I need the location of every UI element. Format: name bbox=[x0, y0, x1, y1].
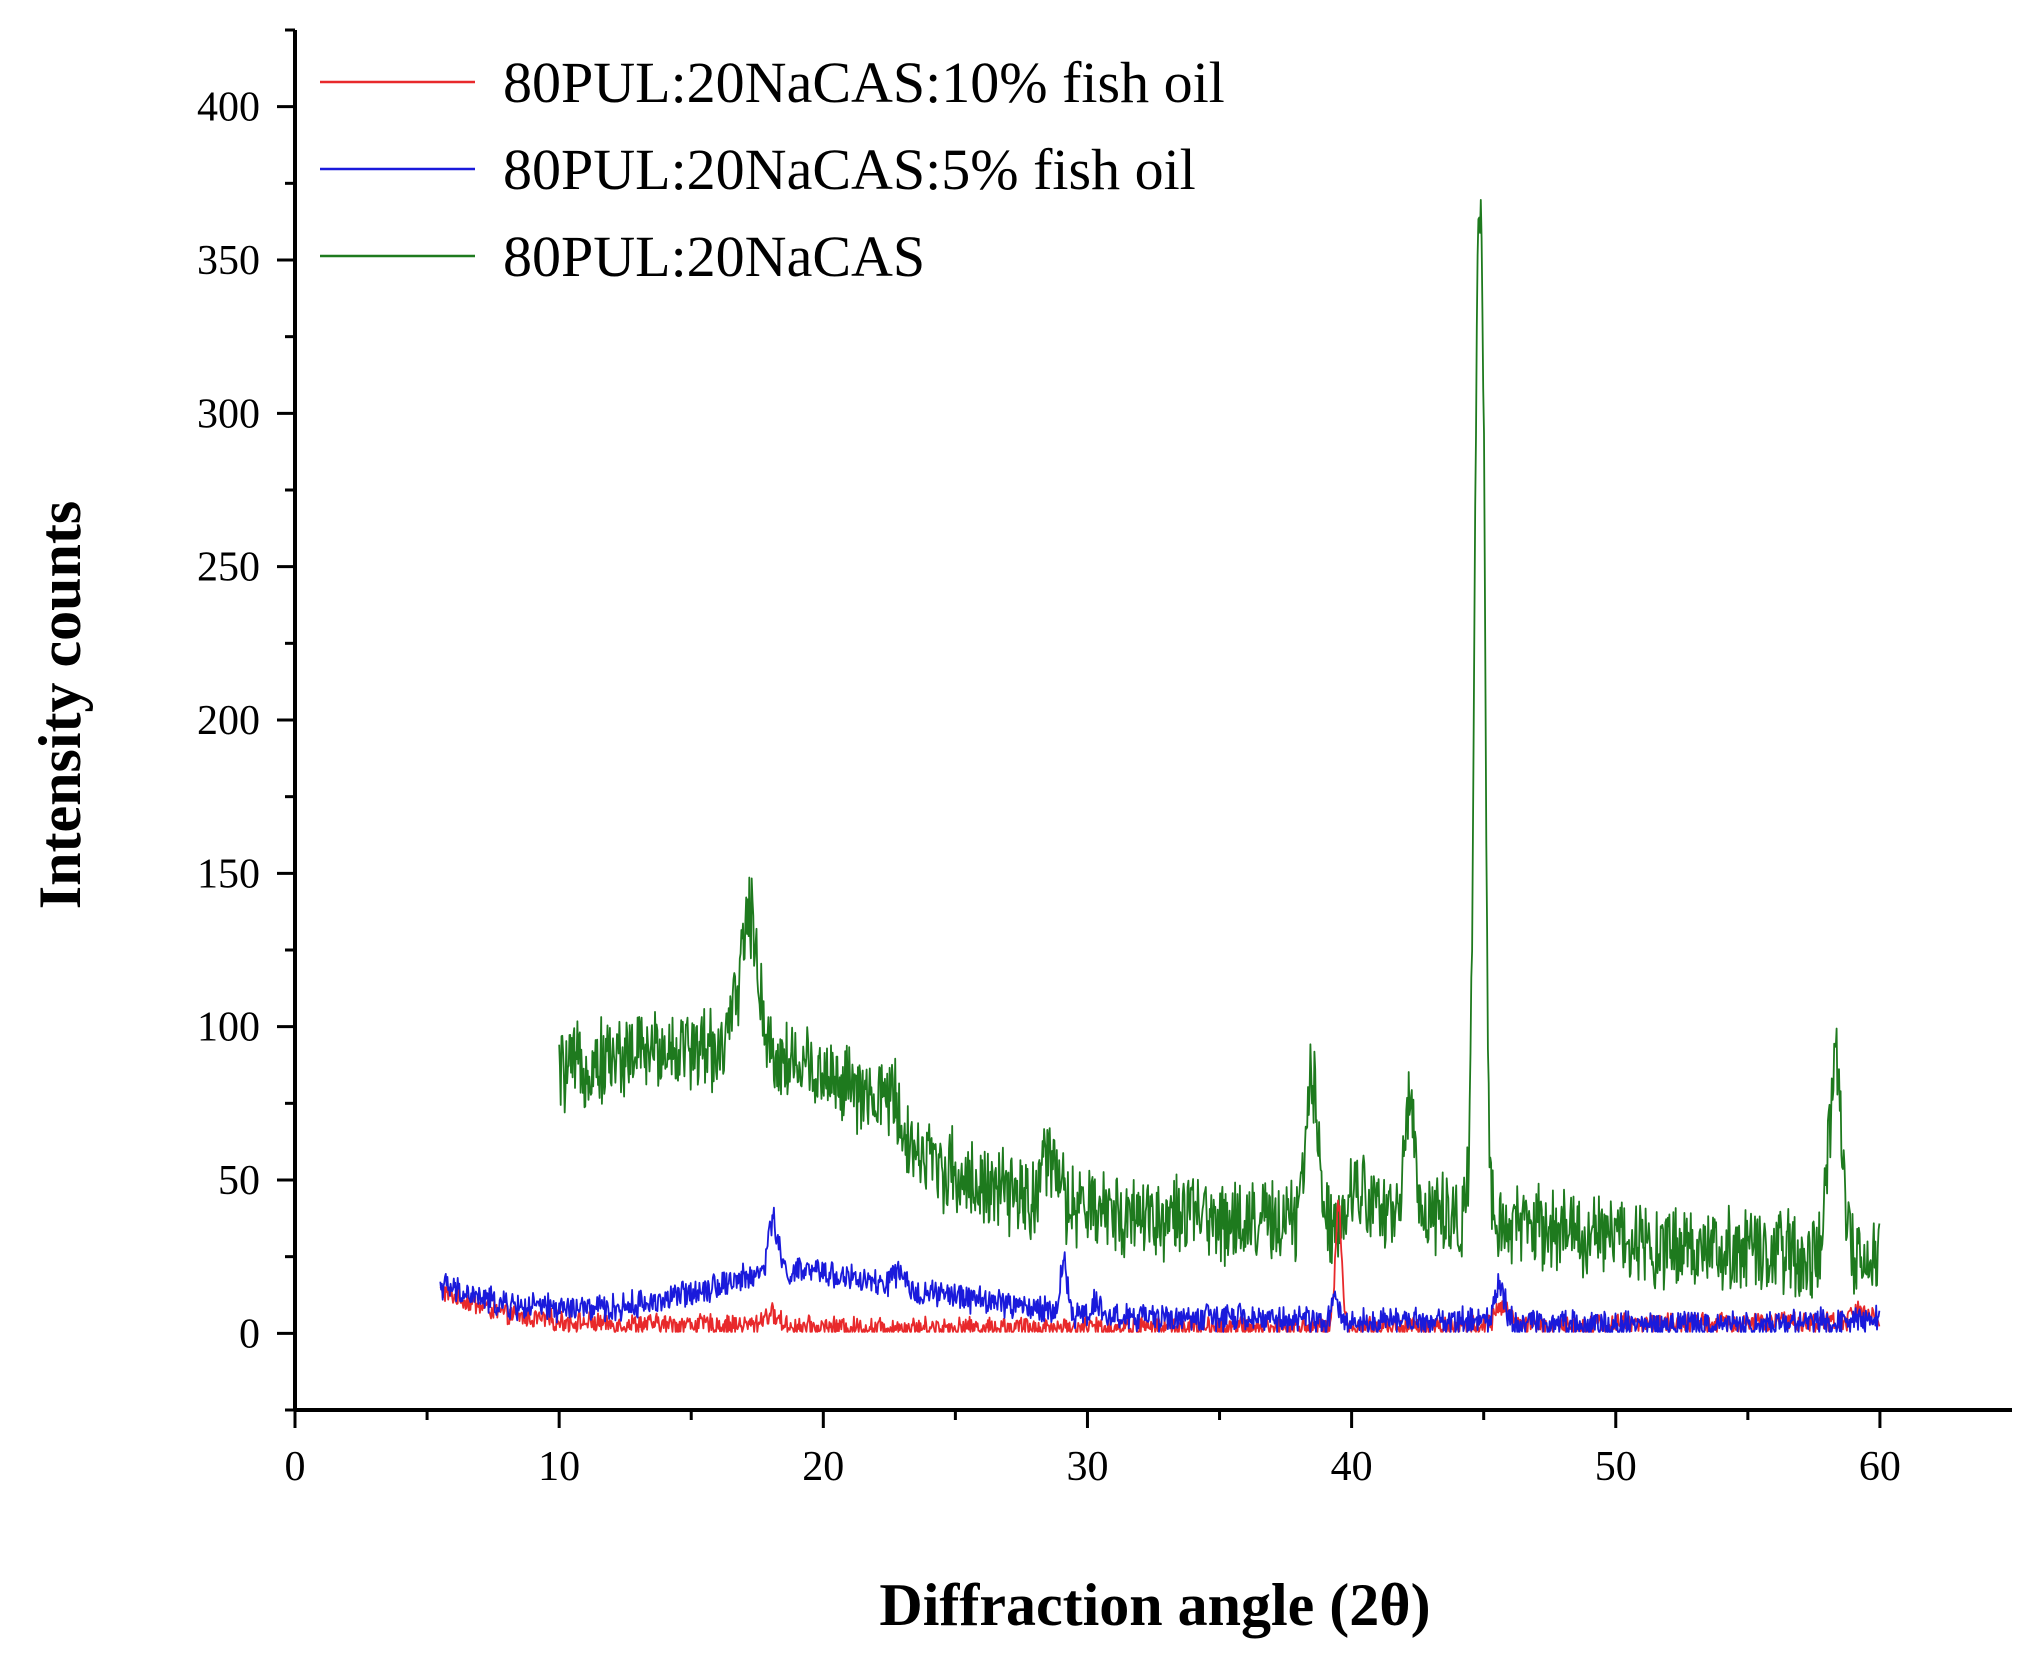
y-tick-label: 0 bbox=[239, 1311, 260, 1357]
y-tick-label: 250 bbox=[197, 545, 260, 591]
x-tick-label: 60 bbox=[1859, 1444, 1901, 1490]
y-axis-title: Intensity counts bbox=[27, 501, 93, 909]
legend-label-3: 80PUL:20NaCAS bbox=[503, 224, 925, 289]
y-tick-label: 400 bbox=[197, 85, 260, 131]
series-layer bbox=[439, 199, 1881, 1333]
ticks-layer: 0 10 20 30 40 50 60 0 50 100 150 200 250 300 350 400 bbox=[197, 28, 1901, 1490]
x-tick-label: 0 bbox=[285, 1444, 306, 1490]
legend-label-1: 80PUL:20NaCAS:10% fish oil bbox=[503, 50, 1225, 115]
y-tick-label: 200 bbox=[197, 698, 260, 744]
series-line-2 bbox=[439, 1206, 1881, 1333]
y-tick-label: 100 bbox=[197, 1005, 260, 1051]
x-axis-title: Diffraction angle (2θ) bbox=[879, 1572, 1430, 1638]
x-tick-label: 40 bbox=[1331, 1444, 1373, 1490]
x-tick-label: 50 bbox=[1595, 1444, 1637, 1490]
y-tick-label: 150 bbox=[197, 851, 260, 897]
legend-label-2: 80PUL:20NaCAS:5% fish oil bbox=[503, 137, 1196, 202]
x-tick-label: 30 bbox=[1066, 1444, 1108, 1490]
y-tick-label: 50 bbox=[218, 1158, 260, 1204]
y-tick-label: 350 bbox=[197, 238, 260, 284]
x-tick-label: 20 bbox=[802, 1444, 844, 1490]
y-tick-label: 300 bbox=[197, 391, 260, 437]
legend: 80PUL:20NaCAS:10% fish oil 80PUL:20NaCAS:… bbox=[320, 50, 1225, 289]
x-tick-label: 10 bbox=[538, 1444, 580, 1490]
series-line-3 bbox=[558, 199, 1881, 1299]
